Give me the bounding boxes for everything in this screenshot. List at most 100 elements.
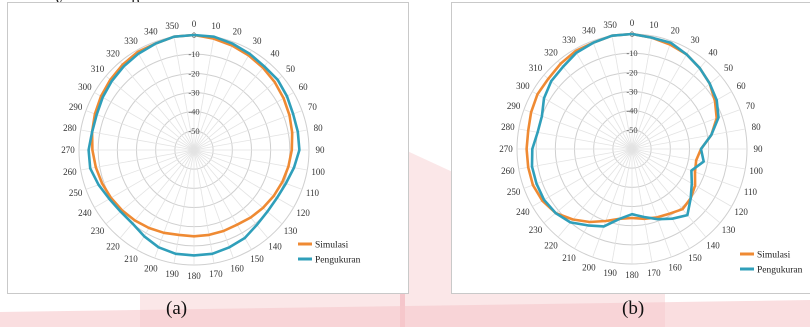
grid-spoke [80,149,195,171]
angle-tick-label: 100 [749,166,763,176]
grid-spoke [136,149,195,250]
angle-tick-label: 280 [63,123,77,133]
angle-tick-label: 300 [516,81,530,91]
grid-spoke [631,40,672,150]
grid-spoke [193,92,294,151]
angle-tick-label: 10 [211,21,221,31]
grid-spoke [574,148,633,249]
grid-spoke [173,36,195,151]
grid-spoke [154,149,195,259]
angle-tick-label: 310 [91,64,105,74]
grid-spoke [532,91,633,150]
radial-tick-label: -10 [626,48,637,58]
legend-label: Pengukuran [315,256,361,266]
angle-tick-label: 280 [501,122,515,132]
angle-tick-label: 50 [724,63,734,73]
angle-tick-label: 320 [106,48,120,58]
grid-spoke [85,110,195,151]
grid-spoke [193,149,252,250]
angle-tick-label: 110 [744,187,758,197]
grid-spoke [557,60,633,150]
grid-spoke [631,148,721,224]
angle-tick-label: 150 [250,254,264,264]
angle-tick-label: 60 [299,82,309,92]
angle-tick-label: 240 [516,207,530,217]
angle-tick-label: 250 [69,188,83,198]
radial-tick-label: -30 [626,87,637,97]
angle-tick-label: 120 [734,207,748,217]
grid-spoke [523,148,633,189]
angle-tick-label: 70 [746,101,756,111]
angle-tick-label: 20 [233,27,243,37]
angle-tick-label: 110 [306,188,320,198]
grid-spoke [136,50,195,151]
legend: Simulasi Pengukuran [740,251,803,276]
grid-spoke [631,128,746,150]
angle-tick-label: 220 [544,241,558,251]
grid-spoke [193,110,303,151]
series-line-pengukuran [530,32,720,228]
angle-tick-label: 130 [722,225,736,235]
radial-tick-label: -10 [188,49,199,59]
grid-spoke [193,149,303,190]
angle-tick-label: 90 [754,144,764,154]
angle-tick-label: 160 [668,262,682,272]
grid-spoke [193,149,234,259]
angle-tick-label: 340 [144,27,158,37]
angle-tick-label: 290 [507,101,521,111]
series-line-pengukuran [87,33,301,257]
angle-tick-label: 200 [582,262,596,272]
grid-spoke [631,74,721,150]
angle-tick-label: 140 [268,242,282,252]
grid-spoke [631,148,653,263]
angle-tick-label: 190 [165,269,179,279]
radial-tick-label: -20 [188,68,199,78]
radial-tick-label: -40 [626,106,637,116]
angle-tick-label: 40 [270,48,280,58]
grid-spoke [193,61,269,151]
grid-spoke [173,149,195,264]
series-line-simulasi [90,33,294,238]
polar-chart-panel-b: 0 10 20 30 40 50 60 70 80 90 100 110 120 130 140 150 160… [451,2,810,294]
angle-tick-label: 30 [691,35,701,45]
grid-spoke [193,50,252,151]
grid-spoke [543,148,633,224]
angle-tick-label: 60 [737,81,747,91]
angle-tick-label: 250 [507,187,521,197]
angle-tick-label: 340 [582,26,596,36]
radial-tick-label: -30 [188,88,199,98]
radial-tick-label: -40 [188,107,199,117]
angle-tick-label: 40 [708,47,718,57]
angle-tick-label: 330 [562,35,576,45]
angle-tick-label: 140 [706,241,720,251]
grid-spoke [611,148,633,263]
angle-tick-label: 300 [78,82,92,92]
radial-tick-label: -20 [626,67,637,77]
grid-spoke [154,41,195,151]
angle-tick-label: 180 [187,271,201,281]
grid-spoke [631,148,707,238]
angle-tick-label: 270 [61,145,75,155]
angle-tick-label: 210 [124,254,138,264]
legend-label: Simulasi [757,251,791,261]
grid-spoke [193,36,215,151]
series-line-simulasi [525,32,719,224]
angle-tick-label: 0 [192,19,197,29]
angle-tick-label: 270 [499,144,513,154]
grid-spoke [193,75,283,151]
angle-tick-label: 80 [752,122,762,132]
grid-spoke [631,148,732,207]
legend-label: Simulasi [315,241,349,251]
angle-tick-label: 210 [562,253,576,263]
angle-tick-label: 350 [603,20,617,30]
grid-spoke [592,148,633,258]
angle-tick-label: 350 [165,21,179,31]
angle-tick-label: 230 [529,225,543,235]
grid-spoke [80,129,195,151]
radial-tick-label: -50 [626,125,637,135]
angle-tick-label: 80 [314,123,324,133]
grid-spoke [532,148,633,207]
caption-a: (a) [166,298,188,319]
